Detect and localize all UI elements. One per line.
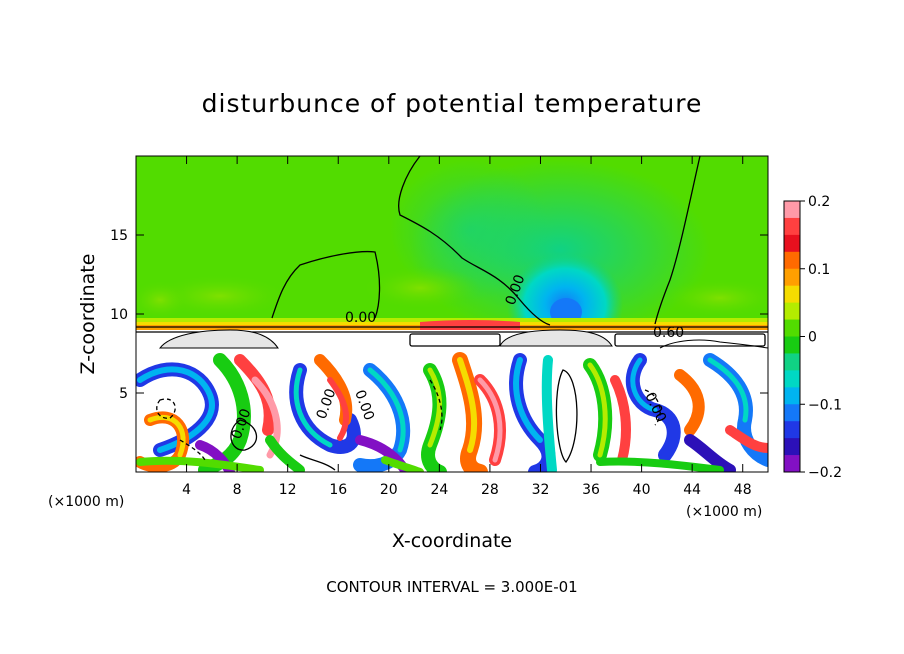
x-tick-label: 40 bbox=[633, 482, 651, 498]
colorbar-swatch bbox=[784, 370, 800, 388]
colorbar-swatch bbox=[784, 268, 800, 287]
colorbar-tick-label: 0 bbox=[808, 330, 817, 346]
contour-vortex bbox=[179, 439, 206, 461]
contour-vortex bbox=[156, 398, 176, 419]
y-tick-label: 5 bbox=[119, 386, 128, 402]
x-tick-label: 36 bbox=[582, 482, 600, 498]
contour-interval: CONTOUR INTERVAL = 3.000E-01 bbox=[326, 578, 577, 596]
x-tick-label: 24 bbox=[430, 482, 448, 498]
x-unit-label-left: (×1000 m) bbox=[48, 494, 124, 510]
colorbar-swatch bbox=[784, 217, 800, 236]
colorbar-swatch bbox=[784, 387, 800, 405]
turbulent-filaments bbox=[136, 352, 768, 472]
y-tick-label: 15 bbox=[110, 228, 128, 244]
colorbar-swatch bbox=[784, 302, 800, 321]
colorbar-tick-label: 0.1 bbox=[808, 262, 830, 278]
colorbar-swatch bbox=[784, 201, 800, 219]
chart-title: disturbunce of potential temperature bbox=[202, 89, 703, 118]
x-tick-label: 44 bbox=[683, 482, 701, 498]
colorbar-swatch bbox=[784, 234, 800, 253]
y-tick-label: 10 bbox=[110, 307, 128, 323]
colorbar-swatch bbox=[784, 285, 800, 304]
x-tick-label: 16 bbox=[329, 482, 347, 498]
colorbar-swatch bbox=[784, 319, 800, 337]
colorbar: 0.2 0.1 0 −0.1 −0.2 bbox=[783, 194, 842, 481]
x-axis: 4 8 12 16 20 24 28 32 36 40 44 48 bbox=[182, 156, 752, 498]
contour-lines bbox=[136, 156, 768, 471]
contour-zero bbox=[398, 156, 551, 326]
contour-plateau bbox=[614, 333, 766, 347]
y-axis: 5 10 15 bbox=[110, 228, 768, 402]
x-unit-label-right: (×1000 m) bbox=[686, 504, 762, 520]
contour-vortex bbox=[230, 419, 258, 451]
x-tick-label: 20 bbox=[380, 482, 398, 498]
contour-zero bbox=[271, 250, 381, 319]
light-green-region bbox=[360, 266, 480, 310]
contour-label: 0.00 bbox=[345, 310, 376, 326]
teal-region bbox=[390, 160, 550, 300]
x-tick-label: 8 bbox=[233, 482, 242, 498]
colorbar-swatch bbox=[784, 404, 800, 422]
light-green-region bbox=[136, 280, 190, 320]
colorbar-swatch bbox=[784, 438, 800, 456]
x-tick-label: 28 bbox=[481, 482, 499, 498]
colorbar-swatch bbox=[784, 353, 800, 371]
y-axis-title: Z-coordinate bbox=[77, 254, 99, 375]
contour-zero bbox=[654, 156, 701, 325]
colorbar-tick-label: −0.1 bbox=[808, 397, 842, 413]
colorbar-swatch bbox=[784, 251, 800, 270]
x-tick-label: 12 bbox=[279, 482, 297, 498]
colorbar-swatch bbox=[784, 455, 800, 473]
contour-plateau bbox=[409, 333, 501, 347]
contour-vortex bbox=[644, 389, 661, 426]
x-axis-title: X-coordinate bbox=[392, 530, 512, 552]
colorbar-tick-label: −0.2 bbox=[808, 465, 842, 481]
contour-label: 0.60 bbox=[653, 325, 684, 341]
colorbar-swatch bbox=[784, 336, 800, 354]
contour-vortex bbox=[555, 369, 578, 464]
interface-detail bbox=[158, 329, 768, 349]
x-tick-label: 48 bbox=[734, 482, 752, 498]
x-tick-label: 32 bbox=[532, 482, 550, 498]
colorbar-tick-label: 0.2 bbox=[808, 194, 830, 210]
heatmap-field bbox=[136, 156, 768, 472]
interface-warm-patch bbox=[420, 320, 520, 330]
contour-vortex bbox=[299, 454, 336, 471]
colorbar-swatch bbox=[784, 421, 800, 439]
x-tick-label: 4 bbox=[182, 482, 191, 498]
light-green-region bbox=[660, 278, 768, 318]
